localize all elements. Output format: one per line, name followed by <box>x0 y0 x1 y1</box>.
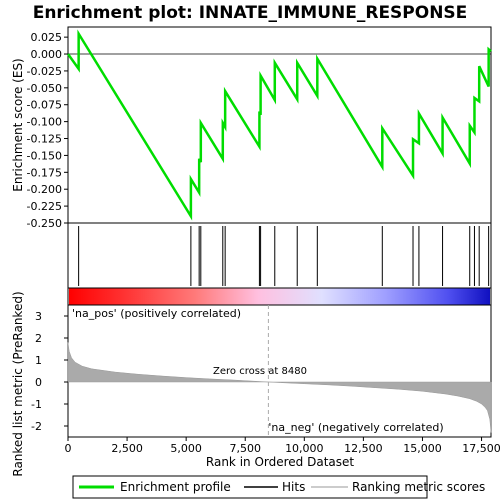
enrichment-panel: 0.025 0.000 -0.025 -0.050 -0.075 -0.100 -0.125… <box>11 26 492 230</box>
x-tick-label: 12,500 <box>344 442 383 455</box>
ranked-metric-panel: 3 2 1 0 -1 -2 'na_pos' (positively correlated… <box>11 291 492 477</box>
es-y-axis-label: Enrichment score (ES) <box>11 58 25 191</box>
legend-label-ranking-metric: Ranking metric scores <box>352 480 485 494</box>
metric-y-tick-label: 3 <box>35 310 42 323</box>
es-y-tick-label: -0.250 <box>27 217 62 230</box>
x-tick-label: 7,500 <box>229 442 261 455</box>
es-y-tick-label: -0.200 <box>27 183 62 196</box>
es-y-ticks: 0.025 0.000 -0.025 -0.050 -0.075 -0.100 -0.125… <box>27 31 68 230</box>
es-y-tick-label: 0.025 <box>31 31 63 44</box>
es-y-tick-label: -0.100 <box>27 116 62 129</box>
es-y-tick-label: -0.225 <box>27 200 62 213</box>
x-tick-label: 15,000 <box>403 442 442 455</box>
x-tick-label: 0 <box>65 442 72 455</box>
metric-y-ticks: 3 2 1 0 -1 -2 <box>31 310 68 433</box>
rank-colorbar <box>67 287 492 306</box>
enrichment-profile-line <box>66 29 492 221</box>
positive-correlation-label: 'na_pos' (positively correlated) <box>72 307 241 320</box>
legend: Enrichment profile Hits Ranking metric s… <box>72 475 485 499</box>
es-y-tick-label: -0.125 <box>27 133 62 146</box>
ranking-metric-area <box>67 342 492 433</box>
hit-marks <box>78 226 490 286</box>
metric-y-tick-label: -2 <box>31 420 42 433</box>
es-y-tick-label: -0.050 <box>27 82 62 95</box>
negative-correlation-label: 'na_neg' (negatively correlated) <box>268 421 443 434</box>
enrichment-panel-frame <box>67 26 492 224</box>
x-ticks: 0 2,500 5,000 7,500 10,000 12,500 15,000 17,500 <box>65 437 500 455</box>
colorbar-gradient <box>69 288 490 305</box>
x-tick-label: 10,000 <box>285 442 324 455</box>
x-tick-label: 17,500 <box>462 442 500 455</box>
metric-y-axis-label: Ranked list metric (PreRanked) <box>11 291 25 476</box>
es-y-tick-label: -0.075 <box>27 99 62 112</box>
hits-panel-frame <box>67 222 492 289</box>
chart-title: Enrichment plot: INNATE_IMMUNE_RESPONSE <box>33 3 468 23</box>
metric-y-tick-label: 0 <box>35 376 42 389</box>
es-y-tick-label: -0.150 <box>27 149 62 162</box>
metric-y-tick-label: 2 <box>35 332 42 345</box>
hits-panel <box>67 222 492 289</box>
legend-label-hits: Hits <box>282 480 305 494</box>
zero-cross-label: Zero cross at 8480 <box>213 366 307 377</box>
es-y-tick-label: 0.000 <box>31 48 63 61</box>
es-y-tick-label: -0.025 <box>27 65 62 78</box>
legend-label-enrichment-profile: Enrichment profile <box>120 480 231 494</box>
x-axis-label: Rank in Ordered Dataset <box>206 455 354 469</box>
metric-y-tick-label: 1 <box>35 354 42 367</box>
x-tick-label: 2,500 <box>111 442 143 455</box>
es-y-tick-label: -0.175 <box>27 166 62 179</box>
x-tick-label: 5,000 <box>170 442 202 455</box>
ranked-panel-frame <box>67 304 492 438</box>
metric-y-tick-label: -1 <box>31 398 42 411</box>
